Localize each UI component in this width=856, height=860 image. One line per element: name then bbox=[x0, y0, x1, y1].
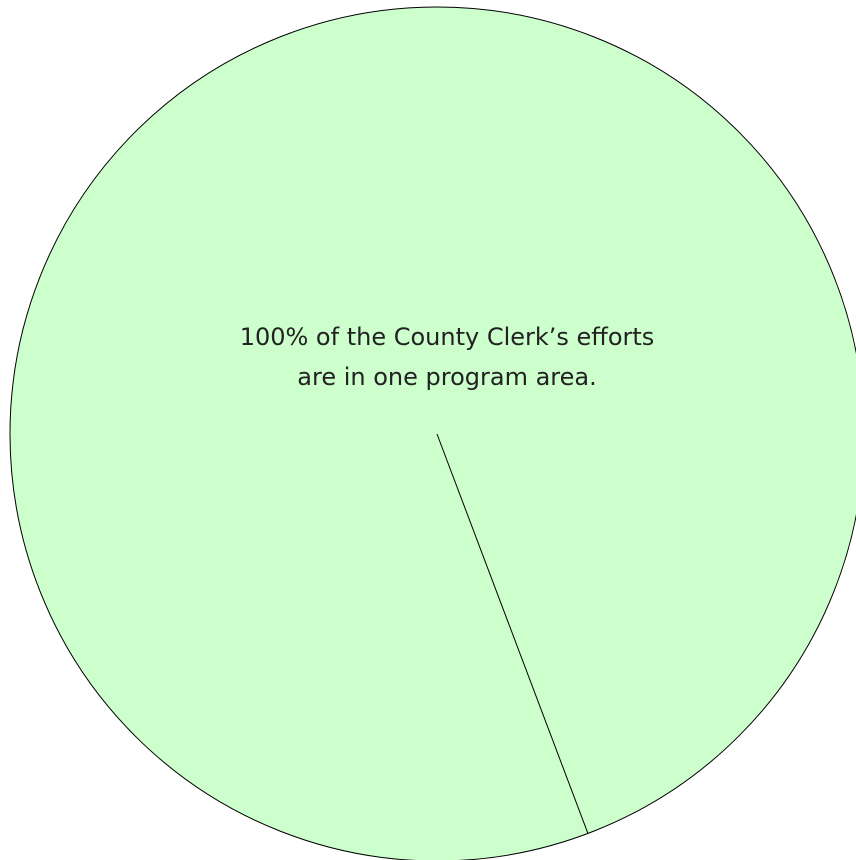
pie-slice-edge bbox=[436, 433, 589, 834]
annotation-line-2: are in one program area. bbox=[297, 363, 596, 391]
annotation-line-1: 100% of the County Clerk’s efforts bbox=[240, 323, 655, 351]
pie-slices bbox=[9, 6, 856, 860]
pie-slice bbox=[9, 6, 856, 860]
